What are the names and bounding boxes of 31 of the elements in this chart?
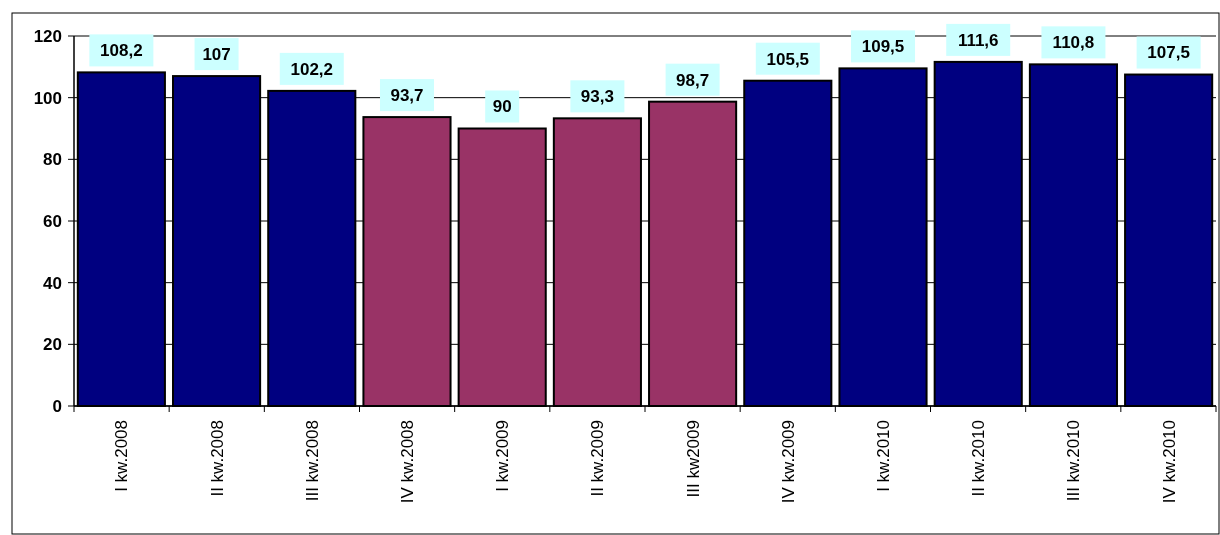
data-label: 98,7 <box>676 70 710 90</box>
x-tick-label: I kw.2010 <box>873 420 893 492</box>
x-tick-label: I kw.2008 <box>112 420 132 492</box>
data-label: 107,5 <box>1147 43 1190 63</box>
x-tick-label: IV kw.2009 <box>778 420 798 504</box>
x-tick-label: II kw.2009 <box>588 420 608 497</box>
x-tick-label: III kw2009 <box>683 420 703 498</box>
data-label: 108,2 <box>100 41 143 61</box>
x-tick-label: IV kw.2010 <box>1159 420 1179 504</box>
x-tick-label: III kw.2008 <box>302 420 322 502</box>
y-tick-label: 0 <box>52 396 62 416</box>
y-tick-label: 20 <box>43 335 62 355</box>
y-tick-label: 40 <box>43 273 62 293</box>
data-label: 109,5 <box>861 37 905 57</box>
x-tick-label: I kw.2009 <box>493 420 513 492</box>
data-label: 102,2 <box>290 59 334 79</box>
x-tick-label: II kw.2010 <box>969 420 989 497</box>
data-label: 110,8 <box>1052 33 1095 53</box>
y-tick-label: 120 <box>33 26 62 46</box>
data-label: 107 <box>202 45 231 65</box>
x-tick-label: IV kw.2008 <box>397 420 417 504</box>
y-tick-label: 80 <box>43 150 62 170</box>
data-label: 111,6 <box>957 30 999 50</box>
data-label: 90 <box>492 97 512 117</box>
x-tick-label: II kw.2008 <box>207 420 227 497</box>
y-tick-label: 60 <box>43 211 62 231</box>
y-tick-label: 100 <box>33 88 62 108</box>
data-label: 93,7 <box>390 86 424 106</box>
data-label: 105,5 <box>766 49 810 69</box>
x-tick-label: III kw.2010 <box>1064 420 1084 502</box>
data-label: 93,3 <box>580 87 614 107</box>
